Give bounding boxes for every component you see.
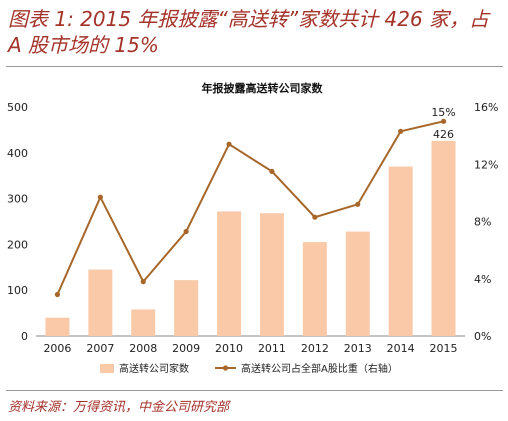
bar [88,269,113,336]
legend-swatch-bar [100,364,114,373]
data-label-pct: 15% [431,106,455,119]
x-tick-label: 2007 [86,342,114,355]
series-line [56,120,444,295]
bar [131,309,156,336]
x-tick-label: 2013 [344,342,372,355]
bar [45,317,70,336]
line-point [140,279,146,285]
bar [345,231,370,336]
y-left-tick-label: 100 [7,284,28,297]
y-right-tick-label: 4% [474,273,491,286]
line-point [312,214,318,220]
legend-swatch-point [222,365,229,371]
legend: 高送转公司家数 高送转公司占全部A股比重（右轴） [100,362,398,375]
bar [302,242,327,336]
line-point [398,128,404,134]
y-right-tick-label: 12% [474,158,498,171]
y-left-tick-label: 400 [7,147,28,160]
bar-series [45,140,456,336]
bar [259,213,284,336]
x-tick-label: 2010 [215,342,243,355]
x-tick-label: 2012 [301,342,329,355]
bar [431,140,456,336]
line-point [355,201,361,207]
line-series [54,118,447,298]
line-point [183,228,189,235]
y-right-tick-label: 8% [474,216,491,229]
data-label-count: 426 [433,128,454,141]
top-divider [6,66,503,67]
y-left-tick-label: 200 [7,238,28,251]
y-left-tick-label: 300 [7,193,28,206]
legend-label-bar: 高送转公司家数 [119,362,189,375]
line-point [226,141,232,147]
source-note: 资料来源：万得资讯，中金公司研究部 [8,400,230,415]
chart-title: 年报披露高送转公司家数 [202,81,324,95]
y-right-tick-label: 16% [474,101,498,114]
line-point [269,168,275,175]
x-tick-label: 2009 [172,342,200,355]
figure-title: 图表 1: 2015 年报披露“高送转”家数共计 426 家，占 A 股市场的 … [8,7,490,57]
y-left-tick-label: 500 [7,101,28,114]
x-tick-label: 2011 [258,342,286,355]
y-left-tick-label: 0 [21,330,28,343]
legend-label-line: 高送转公司占全部A股比重（右轴） [241,362,398,375]
y-right-tick-label: 0% [474,330,491,343]
bar [217,211,242,336]
x-tick-label: 2015 [430,342,458,355]
x-tick-label: 2006 [43,342,71,355]
bottom-divider [6,390,503,391]
bar [388,166,413,336]
line-point [440,118,447,124]
data-labels: 15% 426 [431,106,455,141]
line-point [54,291,61,298]
x-tick-label: 2008 [129,342,157,355]
axes: 0 100 200 300 400 500 0% 4% 8% 12% 16% 2006 2007 2008… [7,101,498,355]
bar [174,280,199,336]
line-point [97,194,103,200]
x-tick-label: 2014 [387,342,415,355]
